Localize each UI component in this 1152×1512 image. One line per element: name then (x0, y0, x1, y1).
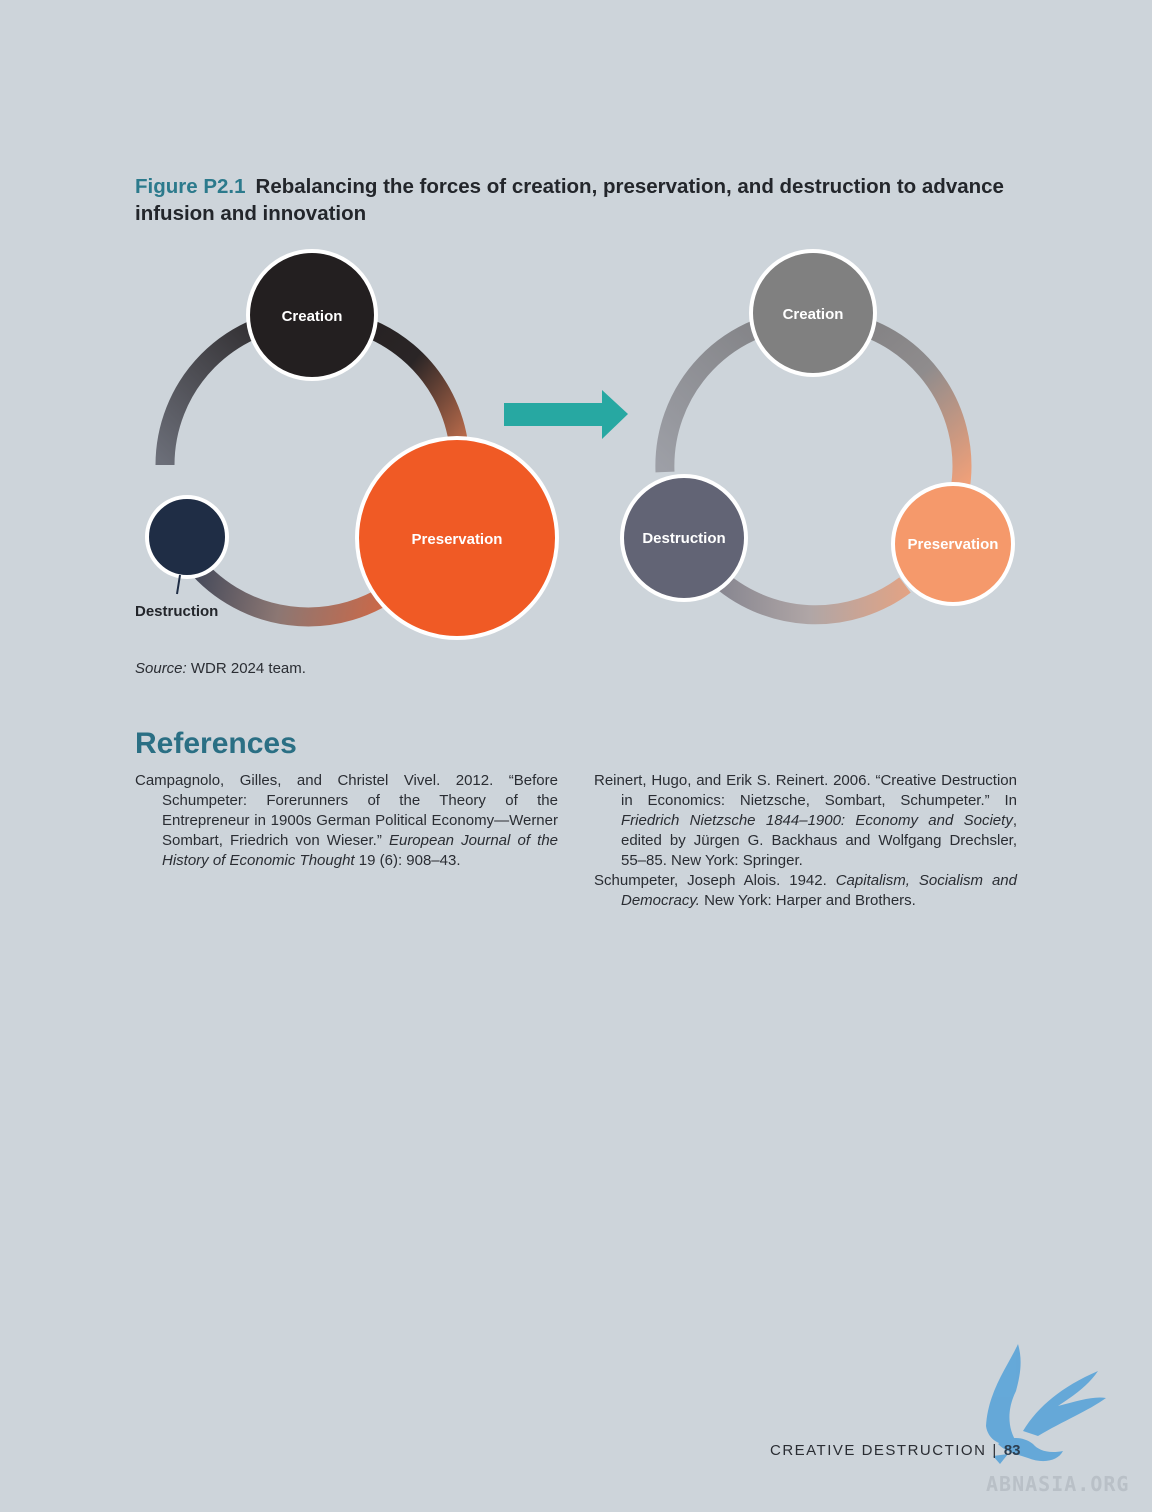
figure-title-text: Rebalancing the forces of creation, pres… (135, 175, 1004, 225)
preservation-label-after: Preservation (908, 536, 999, 553)
creation-label-after: Creation (783, 306, 844, 323)
reference-entry: Campagnolo, Gilles, and Christel Vivel. … (135, 771, 558, 871)
footer-separator: | (992, 1442, 998, 1459)
destruction-label-after: Destruction (642, 530, 725, 547)
ref-italic: Capitalism, Socialism and Democracy. (621, 872, 1017, 909)
ref-italic: Friedrich Nietzsche 1844–1900: Economy a… (621, 812, 1013, 829)
figure-number: Figure P2.1 (135, 175, 246, 198)
figure-title: Figure P2.1 Rebalancing the forces of cre… (135, 173, 1015, 227)
forces-diagram: Creation Preservation Destruction Creati… (135, 249, 1015, 640)
preservation-node-after: Preservation (891, 482, 1015, 606)
source-text: WDR 2024 team. (186, 660, 306, 677)
arrow-icon (504, 390, 628, 439)
reference-entry: Schumpeter, Joseph Alois. 1942. Capitali… (594, 871, 1017, 911)
bird-icon (986, 1344, 1106, 1464)
creation-node-before: Creation (246, 249, 378, 381)
figure-source: Source: WDR 2024 team. (135, 660, 306, 677)
ref-text: New York: Harper and Brothers. (699, 892, 916, 909)
destruction-node-before (145, 495, 229, 595)
page-number: 83 (1003, 1442, 1021, 1459)
creation-label-before: Creation (282, 308, 343, 325)
destruction-label-before: Destruction (135, 603, 218, 620)
ref-text: , edited by Jürgen G. Backhaus and Wolfg… (621, 812, 1017, 869)
source-label: Source: (135, 660, 187, 677)
preservation-node-before: Preservation (355, 436, 559, 640)
preservation-label-before: Preservation (412, 531, 503, 548)
references-column-left: Campagnolo, Gilles, and Christel Vivel. … (135, 771, 558, 871)
footer-section: CREATIVE DESTRUCTION (770, 1442, 987, 1459)
ref-italic: European Journal of the History of Econo… (162, 832, 559, 869)
ref-text: Reinert, Hugo, and Erik S. Reinert. 2006… (594, 772, 1017, 809)
page-footer: CREATIVE DESTRUCTION | 83 (770, 1442, 1021, 1459)
references-column-right: Reinert, Hugo, and Erik S. Reinert. 2006… (594, 771, 1017, 911)
creation-node-after: Creation (749, 249, 877, 377)
ref-text: 19 (6): 908–43. (354, 852, 461, 869)
ref-text: Schumpeter, Joseph Alois. 1942. (594, 872, 836, 889)
watermark-text: ABNASIA.ORG (986, 1472, 1130, 1496)
destruction-node-after: Destruction (620, 474, 748, 602)
ref-text: Campagnolo, Gilles, and Christel Vivel. … (135, 772, 558, 849)
reference-entry: Reinert, Hugo, and Erik S. Reinert. 2006… (594, 771, 1017, 871)
references-heading: References (135, 727, 297, 760)
